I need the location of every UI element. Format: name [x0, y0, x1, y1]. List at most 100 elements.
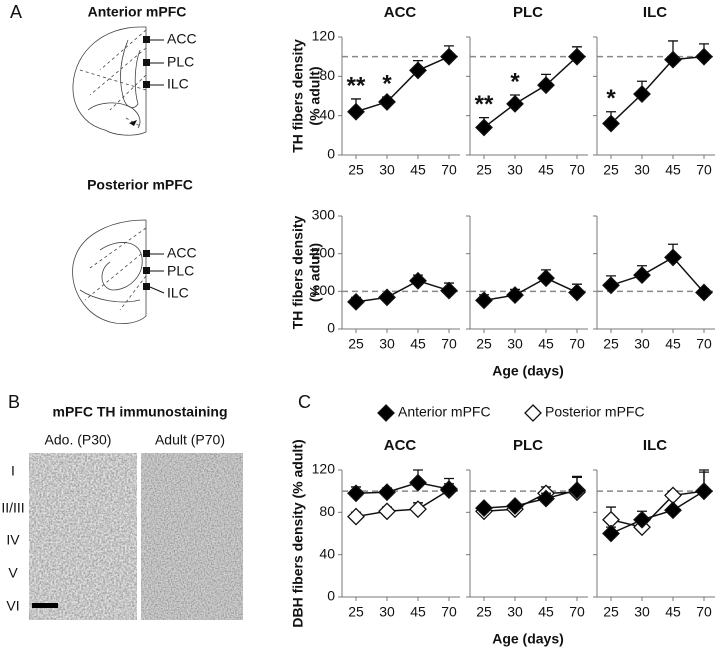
- marker: [440, 47, 458, 66]
- marker: [378, 502, 396, 521]
- legend-marker: [524, 404, 542, 422]
- y-axis-label: DBH fibers density (% adult): [290, 439, 306, 627]
- chart-title: PLC: [513, 437, 543, 454]
- marker: [347, 507, 365, 526]
- y-axis-label: (% adult): [307, 243, 323, 302]
- chart-title: ILC: [643, 4, 667, 21]
- brain-section: [72, 26, 164, 136]
- y-tick-label: 0: [327, 588, 335, 604]
- marker: [378, 483, 396, 502]
- panel-label: A: [10, 2, 22, 22]
- column-label: Adult (P70): [155, 432, 225, 448]
- x-axis-label: Age (days): [492, 631, 564, 647]
- marker: [537, 76, 555, 95]
- marker: [506, 286, 524, 305]
- x-tick-label: 70: [569, 604, 585, 620]
- region-label: ACC: [167, 31, 197, 47]
- layer-label: IV: [6, 532, 20, 548]
- diagram-title: Anterior mPFC: [88, 4, 187, 20]
- x-tick-label: 70: [696, 336, 712, 352]
- y-tick-label: 100: [312, 282, 336, 298]
- x-tick-label: 45: [538, 162, 554, 178]
- marker: [347, 102, 365, 121]
- x-tick-label: 45: [665, 604, 681, 620]
- marker: [695, 283, 713, 302]
- panel-label: B: [8, 392, 20, 412]
- marker: [475, 291, 493, 310]
- x-tick-label: 45: [665, 162, 681, 178]
- brain-section: [72, 219, 165, 324]
- y-tick-label: 80: [319, 67, 335, 83]
- panel-label: C: [298, 392, 311, 412]
- layer-label: V: [8, 565, 18, 581]
- y-axis-label: TH fibers density: [290, 39, 306, 153]
- x-tick-label: 70: [569, 336, 585, 352]
- x-tick-label: 30: [634, 162, 650, 178]
- marker: [664, 50, 682, 69]
- x-tick-label: 30: [507, 162, 523, 178]
- x-tick-label: 45: [410, 336, 426, 352]
- y-tick-label: 0: [327, 146, 335, 162]
- marker: [506, 94, 524, 113]
- legend-label: Anterior mPFC: [398, 404, 491, 420]
- series-line: [355, 489, 450, 518]
- marker: [440, 480, 458, 498]
- column-label: Ado. (P30): [45, 432, 112, 448]
- region-label: PLC: [167, 54, 194, 70]
- marker: [633, 510, 651, 529]
- series-line: [483, 56, 578, 129]
- y-tick-label: 40: [319, 545, 335, 561]
- marker: [633, 85, 651, 103]
- marker: [537, 269, 555, 288]
- x-tick-label: 25: [603, 604, 619, 620]
- x-tick-label: 30: [634, 336, 650, 352]
- y-tick-label: 0: [327, 320, 335, 336]
- micrograph-texture: [29, 453, 137, 620]
- x-tick-label: 25: [348, 162, 364, 178]
- marker: [409, 61, 427, 80]
- x-tick-label: 30: [634, 604, 650, 620]
- marker: [347, 484, 365, 503]
- chart-title: ACC: [384, 437, 417, 454]
- x-tick-label: 45: [538, 336, 554, 352]
- staining-title: mPFC TH immunostaining: [53, 404, 228, 420]
- x-tick-label: 30: [379, 162, 395, 178]
- x-tick-label: 25: [348, 604, 364, 620]
- x-tick-label: 70: [441, 604, 457, 620]
- y-tick-label: 300: [312, 207, 336, 223]
- chart-title: ACC: [384, 4, 417, 21]
- x-tick-label: 45: [410, 604, 426, 620]
- series-line: [610, 490, 705, 528]
- x-tick-label: 25: [348, 336, 364, 352]
- marker: [695, 482, 713, 501]
- significance-mark: *: [510, 68, 520, 95]
- marker: [602, 276, 620, 295]
- marker: [602, 114, 620, 133]
- x-tick-label: 70: [696, 162, 712, 178]
- x-tick-label: 30: [379, 604, 395, 620]
- marker: [378, 92, 396, 111]
- marker: [633, 266, 651, 285]
- x-tick-label: 30: [379, 336, 395, 352]
- marker: [409, 473, 427, 492]
- layer-label: VI: [6, 598, 19, 614]
- marker: [378, 288, 396, 307]
- marker: [475, 499, 493, 518]
- marker: [602, 524, 620, 543]
- x-tick-label: 45: [665, 336, 681, 352]
- x-tick-label: 25: [476, 162, 492, 178]
- x-tick-label: 70: [441, 336, 457, 352]
- region-label: ACC: [167, 245, 197, 261]
- x-tick-label: 45: [410, 162, 426, 178]
- series-line: [355, 481, 450, 495]
- x-axis-label: Age (days): [492, 363, 564, 379]
- series-line: [483, 489, 578, 509]
- marker: [409, 500, 427, 519]
- marker: [409, 271, 427, 290]
- y-tick-label: 200: [312, 244, 336, 260]
- y-tick-label: 40: [319, 106, 335, 122]
- y-tick-label: 120: [312, 461, 336, 477]
- x-tick-label: 25: [476, 336, 492, 352]
- y-tick-label: 120: [312, 28, 336, 44]
